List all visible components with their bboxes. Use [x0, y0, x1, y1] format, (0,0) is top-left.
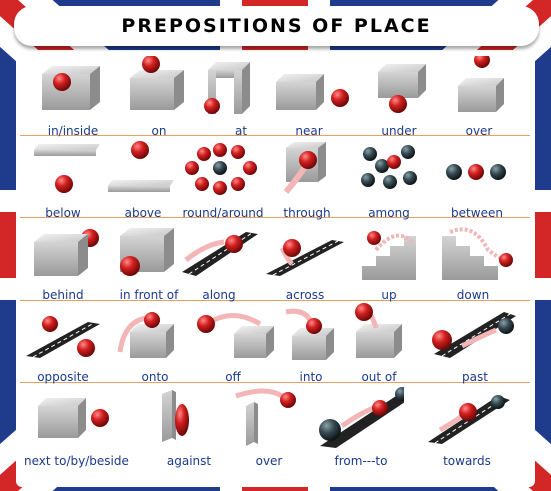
preposition-label: through	[283, 206, 331, 220]
preposition-label: in front of	[119, 288, 179, 302]
preposition-label: against	[166, 454, 212, 468]
preposition-label: towards	[443, 454, 491, 468]
ball-towards-icon	[428, 395, 510, 444]
ball-from-to-icon	[319, 387, 404, 448]
preposition-in-front-of: in front of	[106, 220, 192, 304]
preposition-onto: onto	[112, 302, 198, 386]
preposition-label: between	[451, 206, 503, 220]
preposition-in-inside: in/inside	[30, 56, 116, 140]
ball-behind-box-icon	[34, 229, 99, 276]
preposition-below: below	[20, 138, 106, 222]
preposition-under: under	[356, 56, 442, 140]
preposition-label: into	[299, 370, 323, 384]
preposition-label: over	[255, 454, 283, 468]
preposition-past: past	[432, 302, 518, 386]
preposition-label: up	[381, 288, 397, 302]
preposition-above: above	[100, 138, 186, 222]
ball-near-box-icon	[276, 74, 349, 110]
preposition-label: across	[285, 288, 325, 302]
preposition-round-around: round/around	[180, 138, 266, 222]
preposition-among: among	[346, 138, 432, 222]
ball-across-road-icon	[266, 239, 344, 276]
ball-off-box-icon	[197, 313, 274, 358]
preposition-next-to-by-beside: next to/by/beside	[24, 386, 129, 470]
preposition-label: next to/by/beside	[24, 454, 129, 468]
preposition-over: over	[436, 56, 522, 140]
preposition-along: along	[176, 220, 262, 304]
preposition-label: onto	[141, 370, 169, 384]
preposition-label: in/inside	[47, 124, 99, 138]
balls-around-icon	[185, 143, 257, 195]
preposition-off: off	[190, 302, 276, 386]
ball-in-front-of-box-icon	[120, 228, 174, 276]
preposition-opposite: opposite	[20, 302, 106, 386]
ball-under-box-icon	[378, 64, 426, 113]
page-title: PREPOSITIONS OF PLACE	[121, 15, 432, 37]
preposition-across: across	[262, 220, 348, 304]
preposition-behind: behind	[20, 220, 106, 304]
row-separator	[20, 135, 530, 136]
preposition-label: opposite	[37, 370, 89, 384]
ball-over-box-icon	[458, 56, 504, 112]
ball-along-road-icon	[182, 232, 258, 276]
ball-over-wall-icon	[235, 388, 296, 446]
preposition-label: on	[151, 124, 167, 138]
row-separator	[20, 300, 530, 301]
ball-past-ball-icon	[432, 312, 516, 358]
preposition-label: past	[462, 370, 488, 384]
preposition-down: down	[430, 220, 516, 304]
ball-against-wall-icon	[162, 390, 189, 442]
preposition-towards: towards	[424, 386, 510, 470]
ball-onto-box-icon	[117, 312, 174, 358]
balls-opposite-road-icon	[26, 316, 100, 358]
preposition-label: down	[456, 288, 490, 302]
ball-below-board-icon	[34, 144, 100, 193]
ball-at-box-icon	[204, 62, 250, 114]
ball-down-stairs-icon	[442, 227, 513, 280]
preposition-label: over	[465, 124, 493, 138]
preposition-label: under	[381, 124, 417, 138]
preposition-label: among	[368, 206, 410, 220]
preposition-over-wall: over	[226, 386, 312, 470]
ball-among-balls-icon	[361, 145, 417, 189]
preposition-label: near	[295, 124, 323, 138]
title-banner: PREPOSITIONS OF PLACE	[14, 6, 539, 46]
preposition-out-of: out of	[336, 302, 422, 386]
preposition-up: up	[346, 220, 432, 304]
preposition-label: round/around	[182, 206, 264, 220]
preposition-label: off	[225, 370, 241, 384]
preposition-on: on	[116, 56, 202, 140]
preposition-label: along	[202, 288, 236, 302]
ball-through-box-icon	[283, 142, 326, 194]
ball-next-to-box-icon	[38, 398, 109, 438]
row-separator	[20, 382, 530, 383]
preposition-through: through	[264, 138, 350, 222]
preposition-label: behind	[42, 288, 84, 302]
preposition-label: at	[234, 124, 248, 138]
preposition-between: between	[434, 138, 520, 222]
box-ball-inside-icon	[42, 66, 100, 110]
preposition-at: at	[198, 56, 284, 140]
preposition-against: against	[146, 386, 232, 470]
preposition-from-to: from---to	[318, 386, 404, 470]
ball-up-stairs-icon	[362, 231, 416, 280]
ball-on-box-icon	[130, 56, 184, 110]
ball-above-board-icon	[108, 141, 174, 192]
preposition-label: above	[124, 206, 162, 220]
row-separator	[20, 217, 530, 218]
preposition-near: near	[266, 56, 352, 140]
preposition-label: below	[45, 206, 81, 220]
preposition-into: into	[268, 302, 354, 386]
ball-between-balls-icon	[446, 164, 506, 180]
preposition-label: from---to	[334, 454, 388, 468]
preposition-label: out of	[361, 370, 397, 384]
ball-into-box-icon	[285, 308, 334, 360]
ball-out-of-box-icon	[355, 303, 402, 358]
